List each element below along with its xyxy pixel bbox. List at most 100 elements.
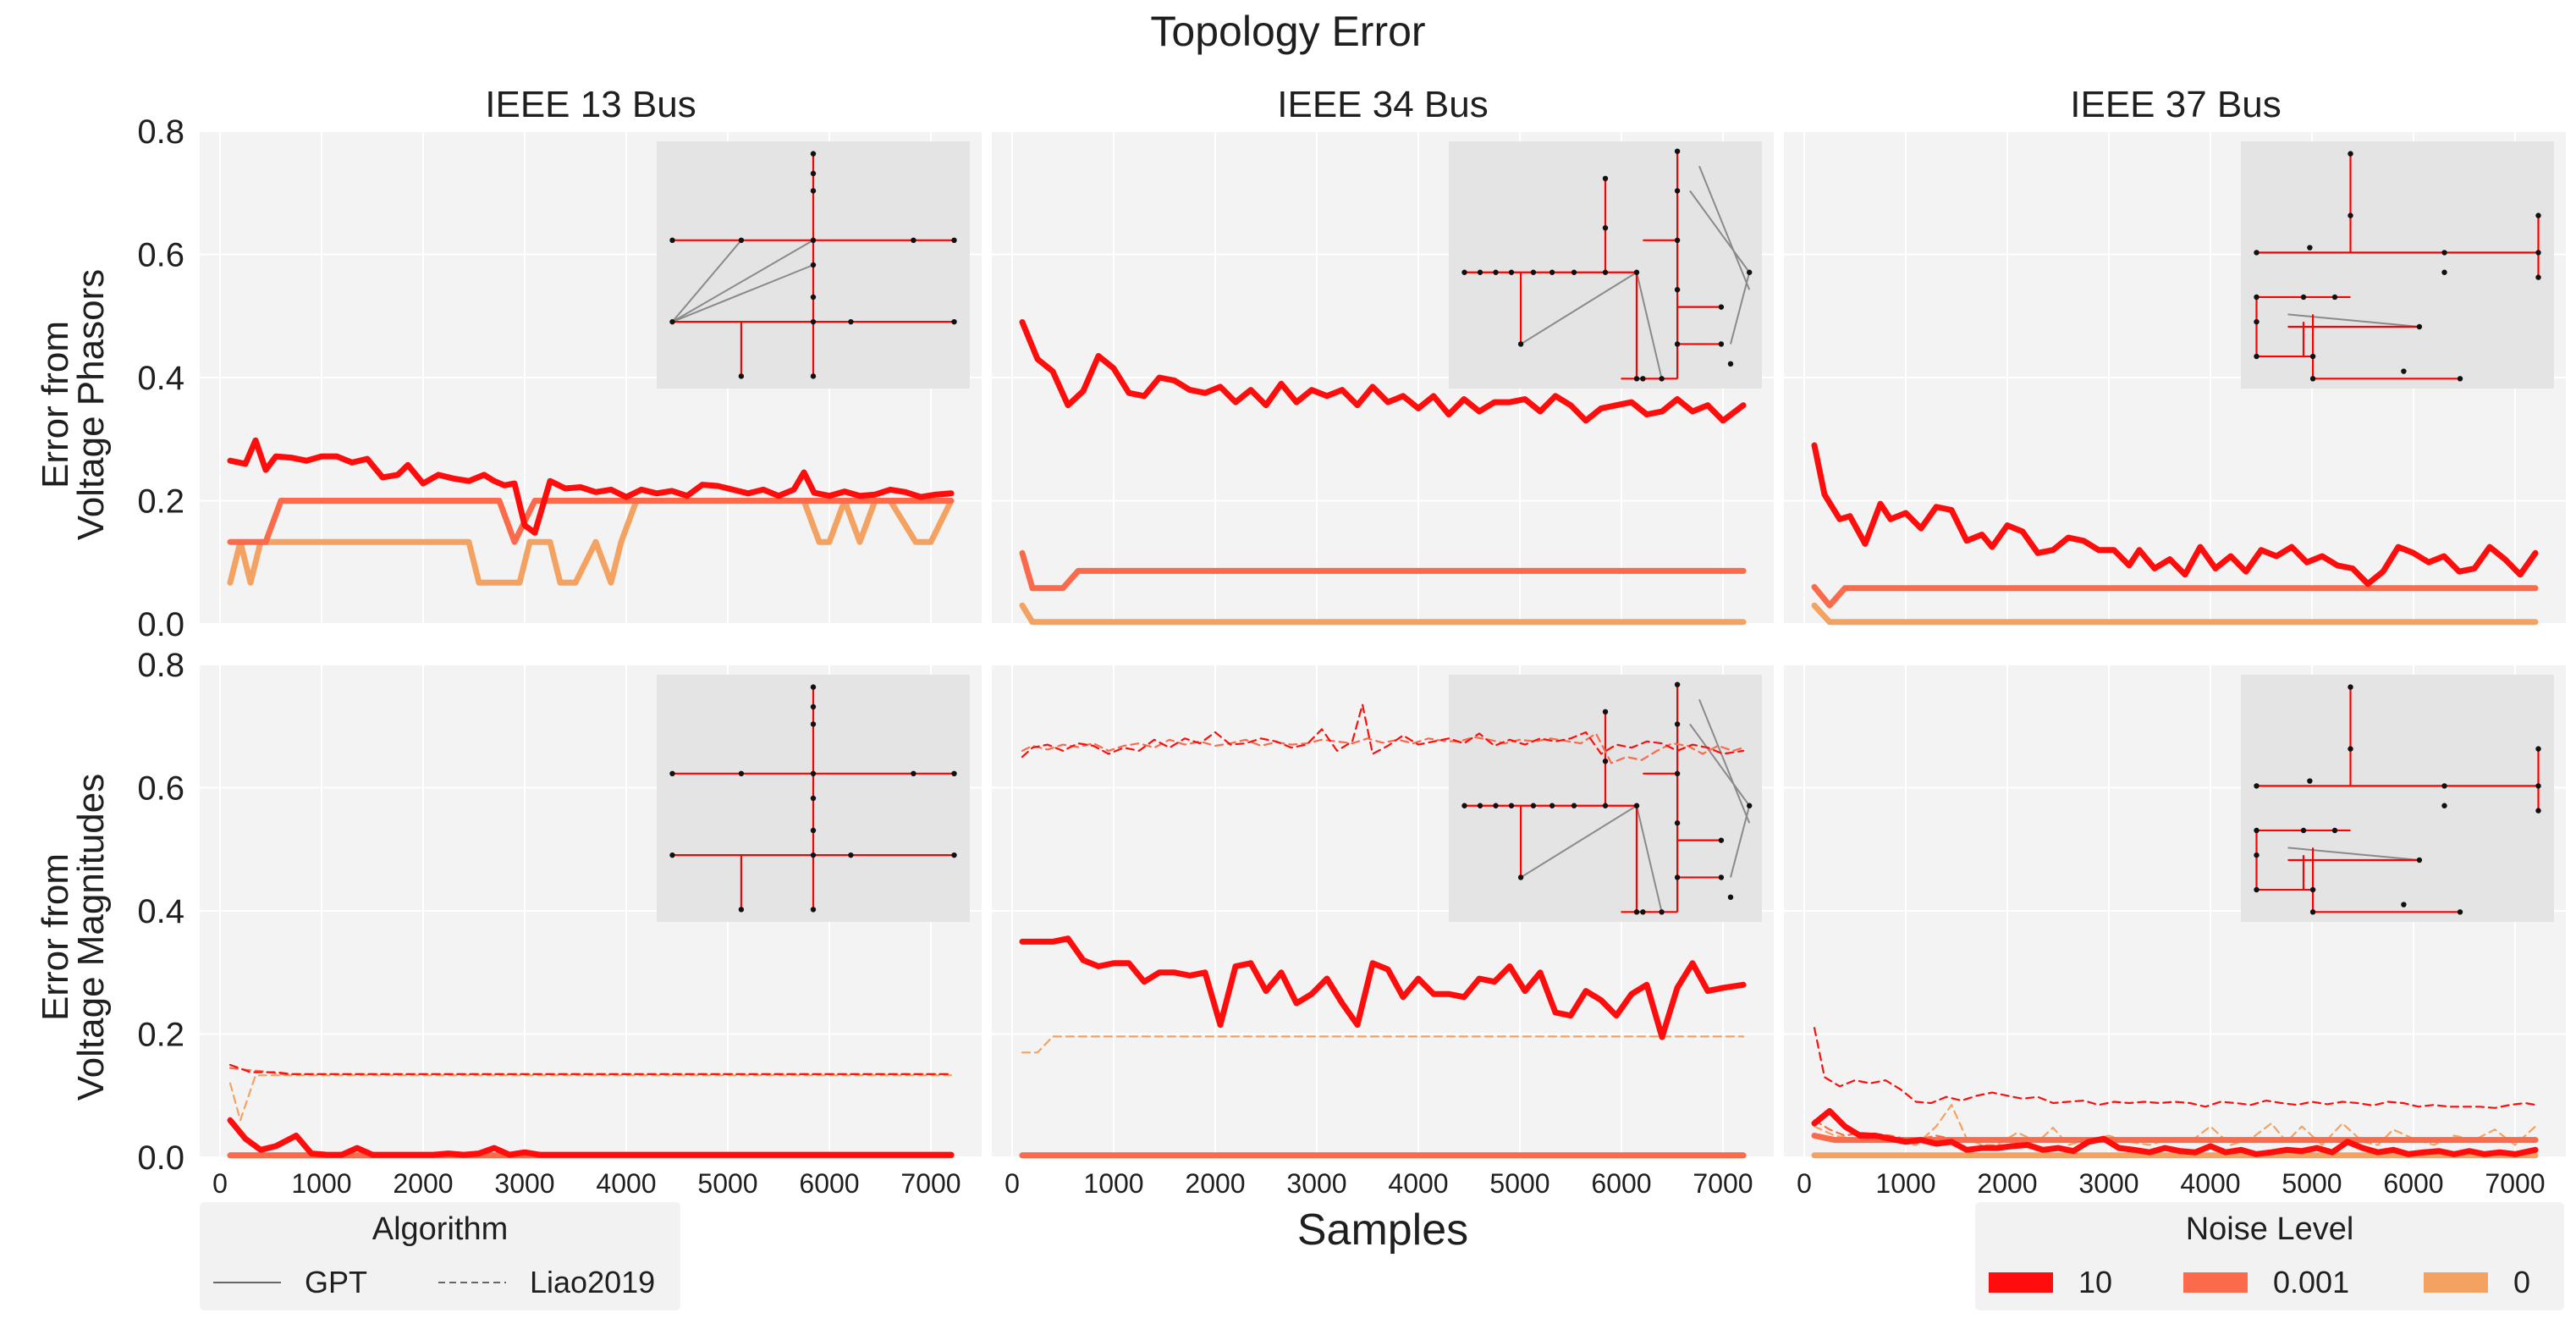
series-line-gpt-noise-10 — [1019, 319, 1747, 424]
inset-bus-node — [1530, 803, 1537, 808]
inset-bus-node — [810, 237, 817, 243]
network-topology-inset — [657, 675, 970, 922]
inset-bus-node — [1493, 269, 1499, 275]
inset-bus-node — [2300, 294, 2307, 301]
inset-bus-node — [1659, 909, 1665, 915]
inset-bus-node — [1747, 803, 1753, 808]
subplot-r0-c0: 0.0 0.2 0.4 0.6 0.8 — [137, 113, 982, 643]
inset-estimated-edge — [671, 240, 742, 323]
inset-bus-node — [2416, 857, 2423, 863]
inset-bus-node — [1633, 803, 1640, 808]
x-tick-label: 4000 — [1388, 1168, 1448, 1199]
inset-estimated-edge — [672, 264, 814, 323]
inset-bus-node — [1640, 376, 1646, 382]
y-tick-label: 0.8 — [137, 113, 184, 151]
inset-bus-node — [810, 907, 817, 913]
inset-bus-node — [810, 373, 817, 379]
network-topology-inset — [1449, 141, 1762, 389]
row-label-phasors-line1: Error from — [35, 321, 76, 488]
x-tick-label: 6000 — [2383, 1168, 2443, 1199]
inset-bus-node — [1602, 803, 1609, 808]
inset-bus-node — [2254, 783, 2260, 789]
inset-bus-node — [2254, 353, 2260, 360]
x-tick-label: 7000 — [1693, 1168, 1753, 1199]
inset-bus-node — [738, 770, 745, 776]
inset-bus-node — [911, 237, 916, 243]
subplot-grid: 0.0 0.2 0.4 0.6 0.8 0.0 0.2 0.4 0.6 0.8 0 1000 2000 3… — [137, 113, 2566, 1199]
legend-label-gpt: GPT — [305, 1265, 367, 1299]
inset-bus-node — [1727, 361, 1734, 367]
inset-bus-node — [911, 770, 916, 776]
legend-label-liao2019: Liao2019 — [530, 1265, 655, 1299]
inset-estimated-edge — [1689, 723, 1751, 807]
inset-bus-node — [810, 852, 817, 858]
subplot-r0-c1 — [992, 130, 1774, 626]
algorithm-legend-box — [200, 1202, 680, 1310]
inset-bus-node — [1674, 820, 1681, 826]
inset-bus-node — [738, 237, 745, 243]
series-line-gpt-noise-10 — [1811, 442, 2539, 588]
inset-estimated-edge — [1636, 272, 1663, 379]
inset-bus-node — [951, 852, 957, 858]
inset-bus-node — [1718, 304, 1725, 310]
inset-bus-node — [951, 770, 957, 776]
inset-bus-node — [2457, 909, 2463, 915]
inset-bus-node — [810, 703, 817, 710]
inset-bus-node — [2535, 783, 2541, 789]
inset-bus-node — [2348, 151, 2353, 157]
x-tick-label: 3000 — [494, 1168, 554, 1199]
inset-bus-node — [1493, 803, 1499, 808]
inset-bus-node — [2348, 746, 2353, 752]
inset-bus-node — [1659, 376, 1665, 382]
network-topology-inset — [2241, 675, 2554, 922]
inset-bus-node — [1674, 148, 1681, 154]
x-tick-label: 1000 — [1083, 1168, 1143, 1199]
legend-label-noise-10: 10 — [2078, 1265, 2112, 1299]
y-tick-label: 0.2 — [137, 483, 184, 521]
subplot-r1-c2: 0 1000 2000 3000 4000 5000 6000 7000 — [1784, 664, 2566, 1199]
x-tick-label: 0 — [1005, 1168, 1020, 1199]
inset-bus-node — [1461, 269, 1467, 275]
x-tick-label: 7000 — [2485, 1168, 2545, 1199]
inset-bus-node — [2416, 323, 2423, 330]
network-topology-inset — [2241, 141, 2554, 389]
figure-title: Topology Error — [1150, 8, 1425, 55]
inset-bus-node — [2300, 827, 2307, 834]
inset-bus-node — [1602, 225, 1609, 231]
inset-bus-node — [2457, 376, 2463, 382]
series-line-gpt-noise-0001 — [1019, 549, 1747, 592]
series-line-gpt-noise-0 — [227, 498, 955, 586]
inset-bus-node — [1727, 894, 1734, 901]
row-label-phasors: Error from Voltage Phasors — [35, 269, 112, 540]
x-tick-label: 7000 — [900, 1168, 960, 1199]
inset-estimated-edge — [1689, 190, 1751, 273]
inset-bus-node — [2309, 376, 2316, 382]
inset-bus-node — [1602, 175, 1609, 181]
x-tick-label: 2000 — [1185, 1168, 1245, 1199]
inset-estimated-edge — [2287, 847, 2419, 861]
legend-label-noise-0: 0 — [2513, 1265, 2530, 1299]
y-tick-label: 0.2 — [137, 1017, 184, 1054]
network-topology-inset — [1449, 675, 1762, 922]
series-line-gpt-noise-10 — [227, 437, 955, 536]
series-line-gpt-noise-0 — [1811, 602, 2539, 626]
x-tick-label: 5000 — [697, 1168, 757, 1199]
series-line-liao2019-noise-10 — [1813, 1027, 2537, 1109]
inset-bus-node — [2309, 886, 2316, 893]
inset-bus-node — [2307, 778, 2313, 784]
inset-bus-node — [848, 852, 854, 858]
inset-bus-node — [1747, 269, 1753, 275]
inset-bus-node — [1517, 341, 1524, 347]
series-line-gpt-noise-10 — [1811, 1107, 2539, 1157]
x-tick-label: 3000 — [2078, 1168, 2138, 1199]
inset-bus-node — [1477, 803, 1483, 808]
y-tick-label: 0.4 — [137, 893, 184, 930]
y-tick-label: 0.6 — [137, 770, 184, 808]
inset-bus-node — [2535, 250, 2541, 256]
inset-bus-node — [2331, 294, 2338, 301]
inset-bus-node — [1674, 770, 1681, 776]
inset-bus-node — [2307, 245, 2313, 251]
inset-bus-node — [2535, 274, 2541, 280]
inset-bus-node — [810, 827, 817, 834]
series-line-liao2019-noise-0 — [1021, 1035, 1745, 1054]
